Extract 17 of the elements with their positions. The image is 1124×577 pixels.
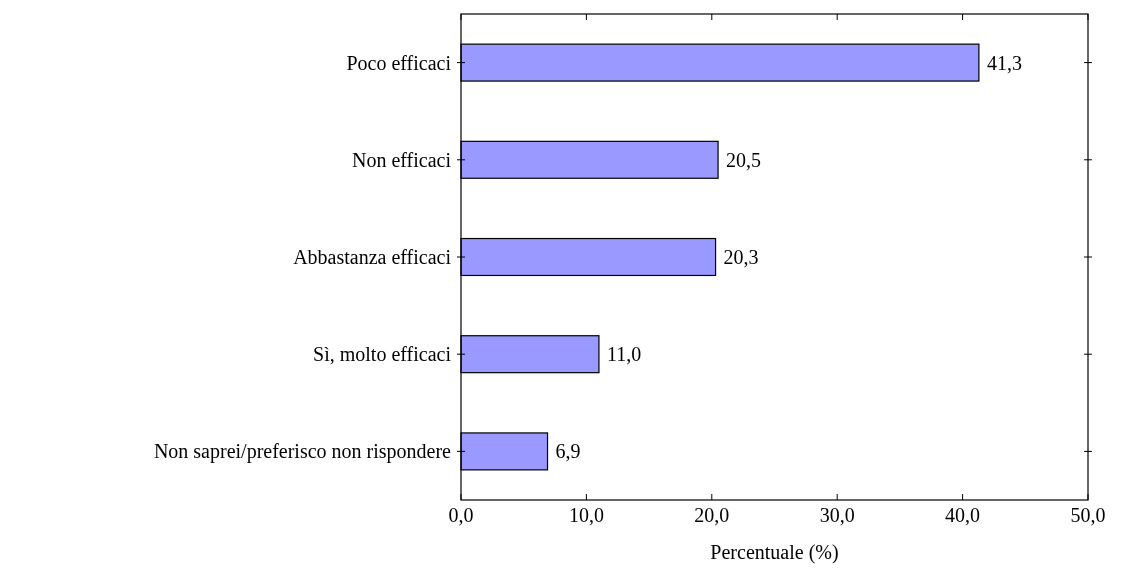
x-axis-title: Percentuale (%) bbox=[710, 541, 839, 564]
x-tick-label: 30,0 bbox=[819, 504, 855, 526]
x-tick-label: 10,0 bbox=[568, 504, 604, 526]
y-tick-label: Poco efficaci bbox=[346, 51, 452, 74]
x-tick-label: 50,0 bbox=[1070, 504, 1106, 526]
data-label: 20,5 bbox=[726, 148, 762, 171]
x-tick-label: 40,0 bbox=[945, 504, 981, 526]
x-tick-label: 20,0 bbox=[694, 504, 730, 526]
x-tick-label: 0,0 bbox=[448, 504, 474, 526]
y-tick-label: Abbastanza efficaci bbox=[293, 246, 452, 268]
y-tick-label: Non efficaci bbox=[351, 148, 452, 171]
y-tick-label: Non saprei/preferisco non rispondere bbox=[153, 440, 452, 464]
data-label: 41,3 bbox=[986, 51, 1022, 74]
data-label: 20,3 bbox=[723, 246, 759, 268]
y-tick-label: Sì, molto efficaci bbox=[313, 343, 452, 366]
data-label: 11,0 bbox=[606, 343, 642, 366]
data-label: 6,9 bbox=[555, 440, 581, 463]
